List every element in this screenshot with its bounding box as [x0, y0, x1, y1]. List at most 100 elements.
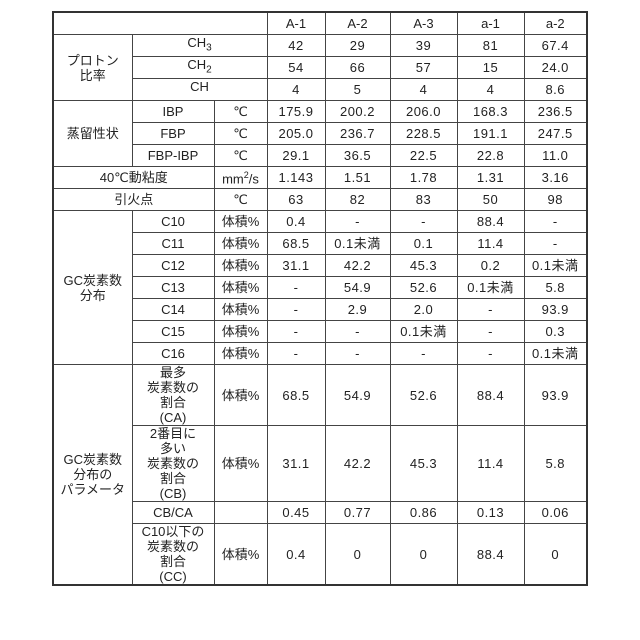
unit-cell: 体積% [214, 277, 267, 299]
unit-cell: 体積% [214, 321, 267, 343]
value-cell: 82 [325, 189, 390, 211]
value-cell: 88.4 [457, 365, 524, 426]
value-cell: 205.0 [267, 123, 325, 145]
row-label: C11 [132, 233, 214, 255]
value-cell: 0 [390, 524, 457, 586]
value-cell: 24.0 [524, 57, 587, 79]
value-cell: 191.1 [457, 123, 524, 145]
table-row: C15体積%--0.1未満-0.3 [53, 321, 587, 343]
value-cell: - [457, 343, 524, 365]
value-cell: - [325, 343, 390, 365]
table-row: プロトン 比率CH34229398167.4 [53, 35, 587, 57]
value-cell: 22.8 [457, 145, 524, 167]
subscript: 3 [206, 43, 212, 54]
value-cell: 15 [457, 57, 524, 79]
column-header: A-2 [325, 12, 390, 35]
value-cell: 88.4 [457, 211, 524, 233]
row-label: IBP [132, 101, 214, 123]
unit-cell: ℃ [214, 123, 267, 145]
value-cell: 5.8 [524, 277, 587, 299]
value-cell: 42.2 [325, 426, 390, 502]
table-row: 引火点℃6382835098 [53, 189, 587, 211]
row-label: C15 [132, 321, 214, 343]
value-cell: 1.78 [390, 167, 457, 189]
label-text: CH [190, 79, 209, 94]
value-cell: 0.86 [390, 502, 457, 524]
table-row: 40℃動粘度mm2/s1.1431.511.781.313.16 [53, 167, 587, 189]
value-cell: - [457, 299, 524, 321]
table-row: C16体積%----0.1未満 [53, 343, 587, 365]
table-row: GC炭素数 分布の パラメータ最多 炭素数の 割合 (CA)体積%68.554.… [53, 365, 587, 426]
value-cell: 22.5 [390, 145, 457, 167]
row-label: C12 [132, 255, 214, 277]
label-text: CH [187, 57, 206, 72]
value-cell: 29 [325, 35, 390, 57]
value-cell: 4 [457, 79, 524, 101]
column-header: a-1 [457, 12, 524, 35]
value-cell: 83 [390, 189, 457, 211]
value-cell: 54.9 [325, 277, 390, 299]
row-label: CH3 [132, 35, 267, 57]
row-label: CH [132, 79, 267, 101]
corner-cell [53, 12, 267, 35]
value-cell: 31.1 [267, 255, 325, 277]
value-cell: - [267, 343, 325, 365]
table-row: FBP-IBP℃29.136.522.522.811.0 [53, 145, 587, 167]
value-cell: 36.5 [325, 145, 390, 167]
table-row: C14体積%-2.92.0-93.9 [53, 299, 587, 321]
value-cell: 11.4 [457, 233, 524, 255]
group-label: GC炭素数 分布 [53, 211, 132, 365]
value-cell: 54.9 [325, 365, 390, 426]
group-label: 蒸留性状 [53, 101, 132, 167]
unit-cell: 体積% [214, 524, 267, 586]
value-cell: 88.4 [457, 524, 524, 586]
value-cell: 42 [267, 35, 325, 57]
value-cell: 2.9 [325, 299, 390, 321]
value-cell: 228.5 [390, 123, 457, 145]
unit-part: mm [222, 172, 244, 187]
value-cell: - [267, 299, 325, 321]
value-cell: 66 [325, 57, 390, 79]
row-label: CH2 [132, 57, 267, 79]
value-cell: 4 [390, 79, 457, 101]
value-cell: 2.0 [390, 299, 457, 321]
value-cell: 93.9 [524, 299, 587, 321]
row-label: C16 [132, 343, 214, 365]
value-cell: - [524, 233, 587, 255]
value-cell: 0.45 [267, 502, 325, 524]
row-label: C13 [132, 277, 214, 299]
value-cell: - [325, 211, 390, 233]
label-text: CH [187, 35, 206, 50]
value-cell: 11.4 [457, 426, 524, 502]
value-cell: 0.1未満 [325, 233, 390, 255]
properties-table: A-1A-2A-3a-1a-2プロトン 比率CH34229398167.4CH2… [52, 11, 588, 586]
value-cell: 68.5 [267, 233, 325, 255]
value-cell: 45.3 [390, 255, 457, 277]
table-row: 蒸留性状IBP℃175.9200.2206.0168.3236.5 [53, 101, 587, 123]
value-cell: 1.31 [457, 167, 524, 189]
unit-cell: 体積% [214, 343, 267, 365]
unit-cell [214, 502, 267, 524]
value-cell: 29.1 [267, 145, 325, 167]
value-cell: - [390, 343, 457, 365]
unit-cell: 体積% [214, 299, 267, 321]
value-cell: 0.1 [390, 233, 457, 255]
unit-cell: ℃ [214, 189, 267, 211]
value-cell: 31.1 [267, 426, 325, 502]
table-row: C13体積%-54.952.60.1未満5.8 [53, 277, 587, 299]
row-label: 40℃動粘度 [53, 167, 214, 189]
column-header: A-3 [390, 12, 457, 35]
value-cell: 206.0 [390, 101, 457, 123]
row-label: FBP [132, 123, 214, 145]
value-cell: 67.4 [524, 35, 587, 57]
value-cell: 0.1未満 [524, 255, 587, 277]
value-cell: 175.9 [267, 101, 325, 123]
unit-cell: ℃ [214, 145, 267, 167]
unit-part: /s [249, 172, 259, 187]
value-cell: 3.16 [524, 167, 587, 189]
value-cell: 50 [457, 189, 524, 211]
value-cell: 1.51 [325, 167, 390, 189]
row-label: 最多 炭素数の 割合 (CA) [132, 365, 214, 426]
value-cell: 0 [325, 524, 390, 586]
value-cell: - [390, 211, 457, 233]
